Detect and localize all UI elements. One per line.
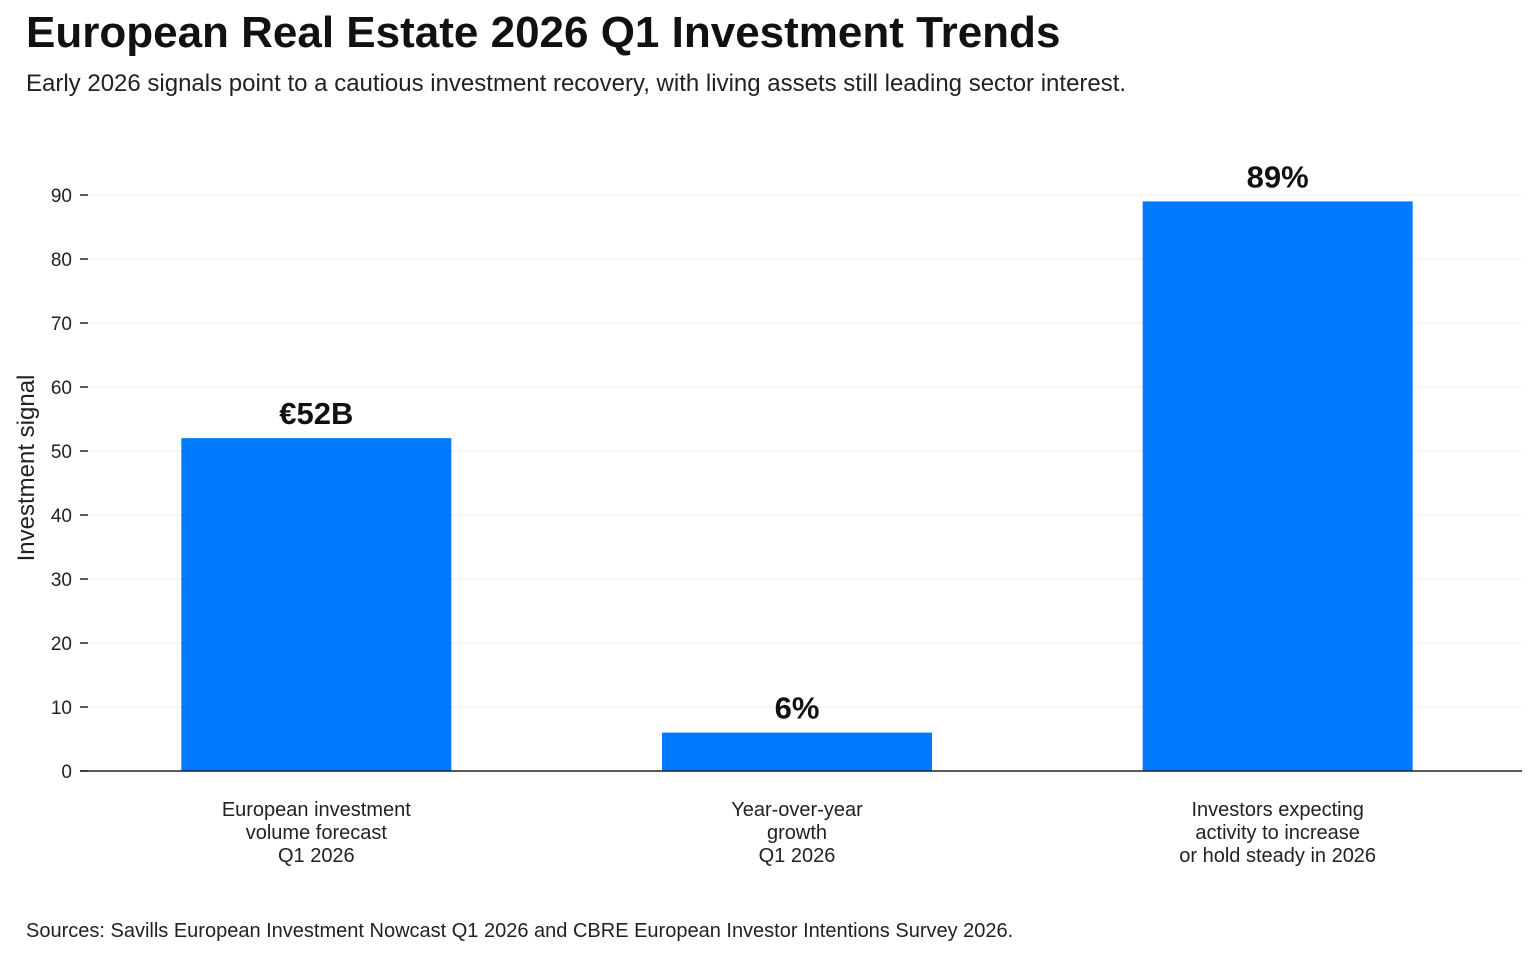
bar (1142, 201, 1413, 771)
x-category-label: Investors expecting (1192, 799, 1364, 821)
x-category-label: Q1 2026 (759, 845, 836, 867)
chart-source-note: Sources: Savills European Investment Now… (26, 920, 1014, 942)
y-tick-label: 0 (61, 762, 72, 783)
chart-subtitle: Early 2026 signals point to a cautious i… (26, 70, 1127, 97)
x-category-label: Year-over-year (731, 799, 863, 821)
x-category-label: growth (767, 822, 827, 844)
y-axis-title: Investment signal (13, 375, 40, 562)
bar (662, 732, 932, 771)
bar-value-label: 6% (775, 691, 820, 726)
bar (181, 438, 452, 771)
y-tick-label: 10 (51, 698, 72, 719)
y-tick-label: 30 (51, 570, 72, 591)
x-category-label: or hold steady in 2026 (1179, 845, 1376, 867)
x-category-label: Q1 2026 (278, 845, 355, 867)
x-category-label: volume forecast (246, 822, 388, 844)
y-tick-label: 40 (51, 506, 72, 527)
y-tick-label: 20 (51, 634, 72, 655)
bar-value-label: 89% (1247, 159, 1309, 194)
y-tick-label: 80 (51, 250, 72, 271)
axes: 0 10 20 30 40 50 60 70 80 90 Investment signal (13, 186, 1522, 783)
chart-title: European Real Estate 2026 Q1 Investment … (26, 8, 1061, 57)
y-tick-label: 60 (51, 378, 72, 399)
x-category-label: European investment (222, 799, 411, 821)
x-category-label: activity to increase (1195, 822, 1360, 844)
bars (181, 201, 1413, 771)
y-tick-label: 90 (51, 186, 72, 207)
y-tick-label: 70 (51, 314, 72, 335)
bar-value-label: €52B (279, 396, 353, 431)
y-tick-label: 50 (51, 442, 72, 463)
